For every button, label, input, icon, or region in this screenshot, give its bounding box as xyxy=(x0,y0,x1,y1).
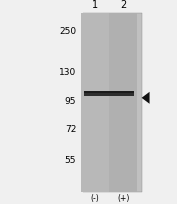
Text: 95: 95 xyxy=(65,96,76,105)
Bar xyxy=(109,14,137,192)
Text: 72: 72 xyxy=(65,124,76,133)
Bar xyxy=(81,14,109,192)
Text: (-): (-) xyxy=(90,193,99,202)
Polygon shape xyxy=(142,92,150,104)
Text: 1: 1 xyxy=(92,0,98,10)
Text: 250: 250 xyxy=(59,27,76,36)
Text: 2: 2 xyxy=(120,0,126,10)
Bar xyxy=(84,91,134,96)
Bar xyxy=(84,93,134,96)
Text: 55: 55 xyxy=(65,156,76,165)
Text: (+): (+) xyxy=(118,193,130,202)
Bar xyxy=(83,14,142,192)
Text: 130: 130 xyxy=(59,68,76,77)
